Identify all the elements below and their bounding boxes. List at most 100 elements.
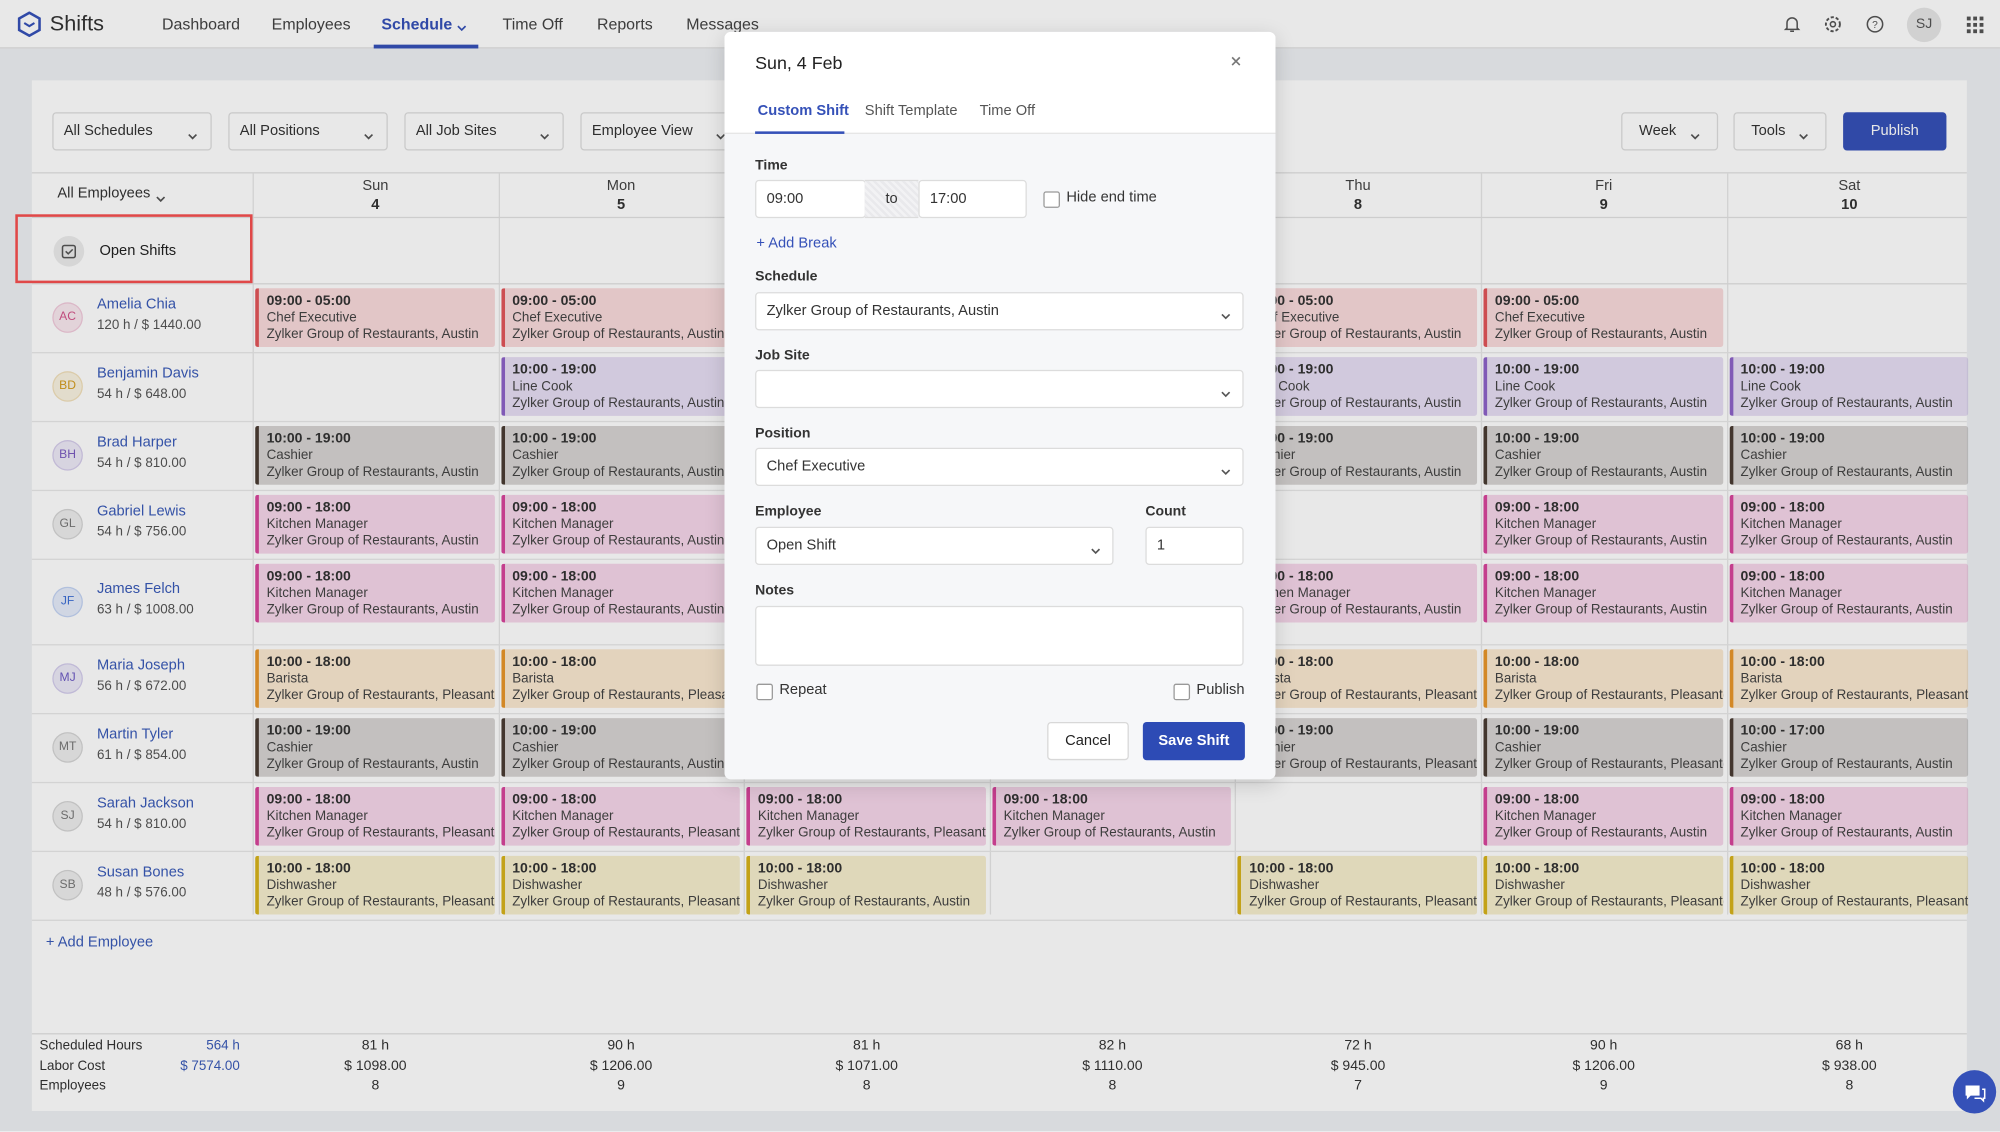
shift-time: 10:00 - 19:00 [1494,723,1580,739]
employee-name[interactable]: Brad Harper [96,434,177,451]
nav-item[interactable]: Reports [596,15,653,34]
shift-card[interactable]: 09:00 - 05:00 Chef Executive Zylker Group … [1483,288,1723,347]
nav-icon[interactable] [1823,14,1843,34]
shift-card[interactable]: 09:00 - 18:00 Kitchen Manager Zylker Group… [1729,494,1969,554]
nav-icon[interactable] [1782,14,1802,34]
employee-filter[interactable]: All Employees [57,186,151,202]
shift-card[interactable]: 09:00 - 18:00 Kitchen Manager Zylker Group… [1729,563,1969,623]
checkbox[interactable] [756,683,773,701]
shift-card[interactable]: 09:00 - 18:00 Kitchen Manager Zylker Group… [1729,786,1969,846]
shift-card[interactable]: 10:00 - 18:00 Dishwasher Zylker Group of R… [500,855,741,915]
chevron-icon [1219,306,1232,320]
chat-button[interactable] [1952,1070,1997,1114]
employee-name[interactable]: Benjamin Davis [96,366,199,382]
employee-name[interactable]: Gabriel Lewis [96,503,186,520]
modal-title: Sun, 4 Feb [755,52,843,73]
add-employee[interactable]: + Add Employee [45,934,154,951]
save-button[interactable]: Save Shift [1142,721,1245,761]
nav-item[interactable]: Dashboard [161,15,240,34]
checkbox[interactable] [1173,683,1191,701]
modal-tab[interactable]: Shift Template [864,103,958,119]
shift-card[interactable]: 10:00 - 18:00 Dishwasher Zylker Group of R… [1237,855,1478,915]
nav-icon[interactable] [1964,14,1984,34]
employee-name[interactable]: Maria Joseph [96,658,186,674]
shift-card[interactable]: 09:00 - 05:00 Chef Executive Zylker Group … [500,288,741,347]
close-button[interactable] [1228,52,1243,67]
shift-card[interactable]: 09:00 - 05:00 Chef Executive Zylker Group … [255,288,495,347]
publish-button[interactable]: Publish [1843,112,1947,151]
select-field[interactable]: Open Shift [755,526,1114,566]
nav-item[interactable]: Schedule [381,15,453,34]
footer-day-cost: $ 1110.00 [1082,1058,1143,1074]
employee-name[interactable]: Sarah Jackson [96,795,194,812]
shift-card[interactable]: 09:00 - 18:00 Kitchen Manager Zylker Group… [1483,494,1723,554]
shift-card[interactable]: 09:00 - 18:00 Kitchen Manager Zylker Group… [1237,563,1478,623]
employee-name[interactable]: Amelia Chia [96,297,177,313]
shift-card[interactable]: 10:00 - 18:00 Dishwasher Zylker Group of R… [255,855,495,915]
shift-card[interactable]: 10:00 - 17:00 Cashier Zylker Group of Rest… [1729,718,1969,777]
start-time-input[interactable]: 09:00 [755,179,867,219]
shift-card[interactable]: 10:00 - 19:00 Line Cook Zylker Group of Re… [500,357,741,416]
user-avatar[interactable]: SJ [1906,7,1942,43]
notes-textarea[interactable] [755,605,1244,666]
end-time-input[interactable]: 17:00 [918,179,1027,219]
nav-item[interactable]: Employees [271,15,351,34]
shift-time: 10:00 - 18:00 [1740,860,1825,877]
modal-tab[interactable]: Time Off [979,103,1036,119]
shift-card[interactable]: 09:00 - 18:00 Kitchen Manager Zylker Group… [746,786,986,846]
nav-item[interactable]: Time Off [502,15,563,34]
shift-card[interactable]: 09:00 - 18:00 Kitchen Manager Zylker Group… [1483,786,1723,846]
footer-day-count: 8 [1845,1077,1854,1094]
shift-card[interactable]: 10:00 - 18:00 Dishwasher Zylker Group of R… [1483,855,1723,915]
shift-card[interactable]: 10:00 - 19:00 Line Cook Zylker Group of Re… [1483,357,1723,416]
select-field[interactable] [755,369,1244,409]
filter-select[interactable]: All Job Sites [404,112,564,151]
select-field[interactable]: Zylker Group of Restaurants, Austin [755,292,1244,331]
shift-card[interactable]: 10:00 - 18:00 Dishwasher Zylker Group of R… [1729,855,1969,915]
shift-card[interactable]: 09:00 - 18:00 Kitchen Manager Zylker Group… [1483,563,1723,623]
view-select[interactable]: Tools [1733,112,1827,151]
shift-site: Zylker Group of Restaurants, Austin [1249,326,1462,342]
shift-card[interactable]: 10:00 - 19:00 Line Cook Zylker Group of Re… [1237,357,1478,416]
employee-name[interactable]: Susan Bones [96,864,185,881]
shift-card[interactable]: 10:00 - 19:00 Line Cook Zylker Group of Re… [1729,357,1969,416]
shift-card[interactable]: 09:00 - 18:00 Kitchen Manager Zylker Group… [500,786,741,846]
shift-card[interactable]: 10:00 - 18:00 Dishwasher Zylker Group of R… [746,855,986,915]
filter-select[interactable]: All Schedules [52,112,212,151]
nav-icon[interactable]: ? [1865,14,1885,34]
count-input[interactable]: 1 [1145,526,1244,566]
shift-card[interactable]: 09:00 - 18:00 Kitchen Manager Zylker Group… [992,786,1232,846]
shift-card[interactable]: 09:00 - 18:00 Kitchen Manager Zylker Group… [255,563,495,623]
shift-time: 09:00 - 18:00 [1740,499,1825,516]
shift-card[interactable]: 09:00 - 18:00 Kitchen Manager Zylker Group… [500,563,741,623]
shift-card[interactable]: 09:00 - 18:00 Kitchen Manager Zylker Group… [255,786,495,846]
checkbox[interactable] [1043,191,1060,208]
shift-card[interactable]: 09:00 - 18:00 Kitchen Manager Zylker Group… [255,494,495,554]
shift-card[interactable]: 09:00 - 18:00 Kitchen Manager Zylker Group… [500,494,741,554]
cancel-button[interactable]: Cancel [1047,721,1129,761]
modal-tab[interactable]: Custom Shift [757,103,849,119]
select-field[interactable]: Chef Executive [755,447,1244,486]
shift-card[interactable]: 09:00 - 05:00 Chef Executive Zylker Group … [1237,288,1478,347]
add-break-link[interactable]: + Add Break [756,235,837,252]
view-select[interactable]: Week [1621,112,1719,151]
filter-select[interactable]: Employee View [580,112,740,151]
nav-item[interactable]: Messages [686,15,759,34]
filter-select[interactable]: All Positions [228,112,388,151]
employee-name[interactable]: Martin Tyler [96,727,174,743]
shift-modal: Sun, 4 Feb Custom Shift Shift Template Time… [724,31,1276,780]
employee-name[interactable]: James Felch [96,580,181,597]
